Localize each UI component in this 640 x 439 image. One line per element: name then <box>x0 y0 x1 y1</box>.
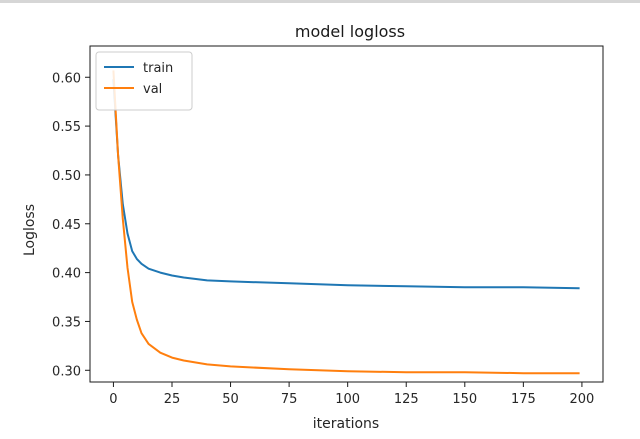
series-line-val <box>112 70 580 375</box>
legend-label-val: val <box>143 82 162 97</box>
x-tick-label: 150 <box>452 392 477 407</box>
y-tick-label: 0.40 <box>52 267 81 282</box>
top-divider <box>0 0 640 3</box>
x-tick-label: 175 <box>511 392 536 407</box>
x-tick-label: 200 <box>570 392 595 407</box>
x-tick-label: 25 <box>164 392 181 407</box>
y-tick-label: 0.55 <box>52 120 81 135</box>
x-tick-label: 100 <box>335 392 360 407</box>
legend-label-train: train <box>143 61 173 76</box>
x-tick-label: 0 <box>109 392 117 407</box>
y-axis-label: Logloss <box>22 204 38 256</box>
y-tick-label: 0.60 <box>52 71 81 86</box>
x-axis-label: iterations <box>313 416 379 432</box>
x-tick-label: 50 <box>222 392 239 407</box>
x-tick-label: 125 <box>394 392 419 407</box>
y-tick-label: 0.35 <box>52 315 81 330</box>
x-tick-label: 75 <box>281 392 298 407</box>
y-tick-label: 0.30 <box>52 364 81 379</box>
chart-title: model logloss <box>295 22 405 41</box>
y-tick-label: 0.50 <box>52 169 81 184</box>
plot-frame <box>89 45 604 383</box>
legend: train val <box>95 51 193 111</box>
y-tick-label: 0.45 <box>52 218 81 233</box>
series-line-train <box>112 79 580 290</box>
